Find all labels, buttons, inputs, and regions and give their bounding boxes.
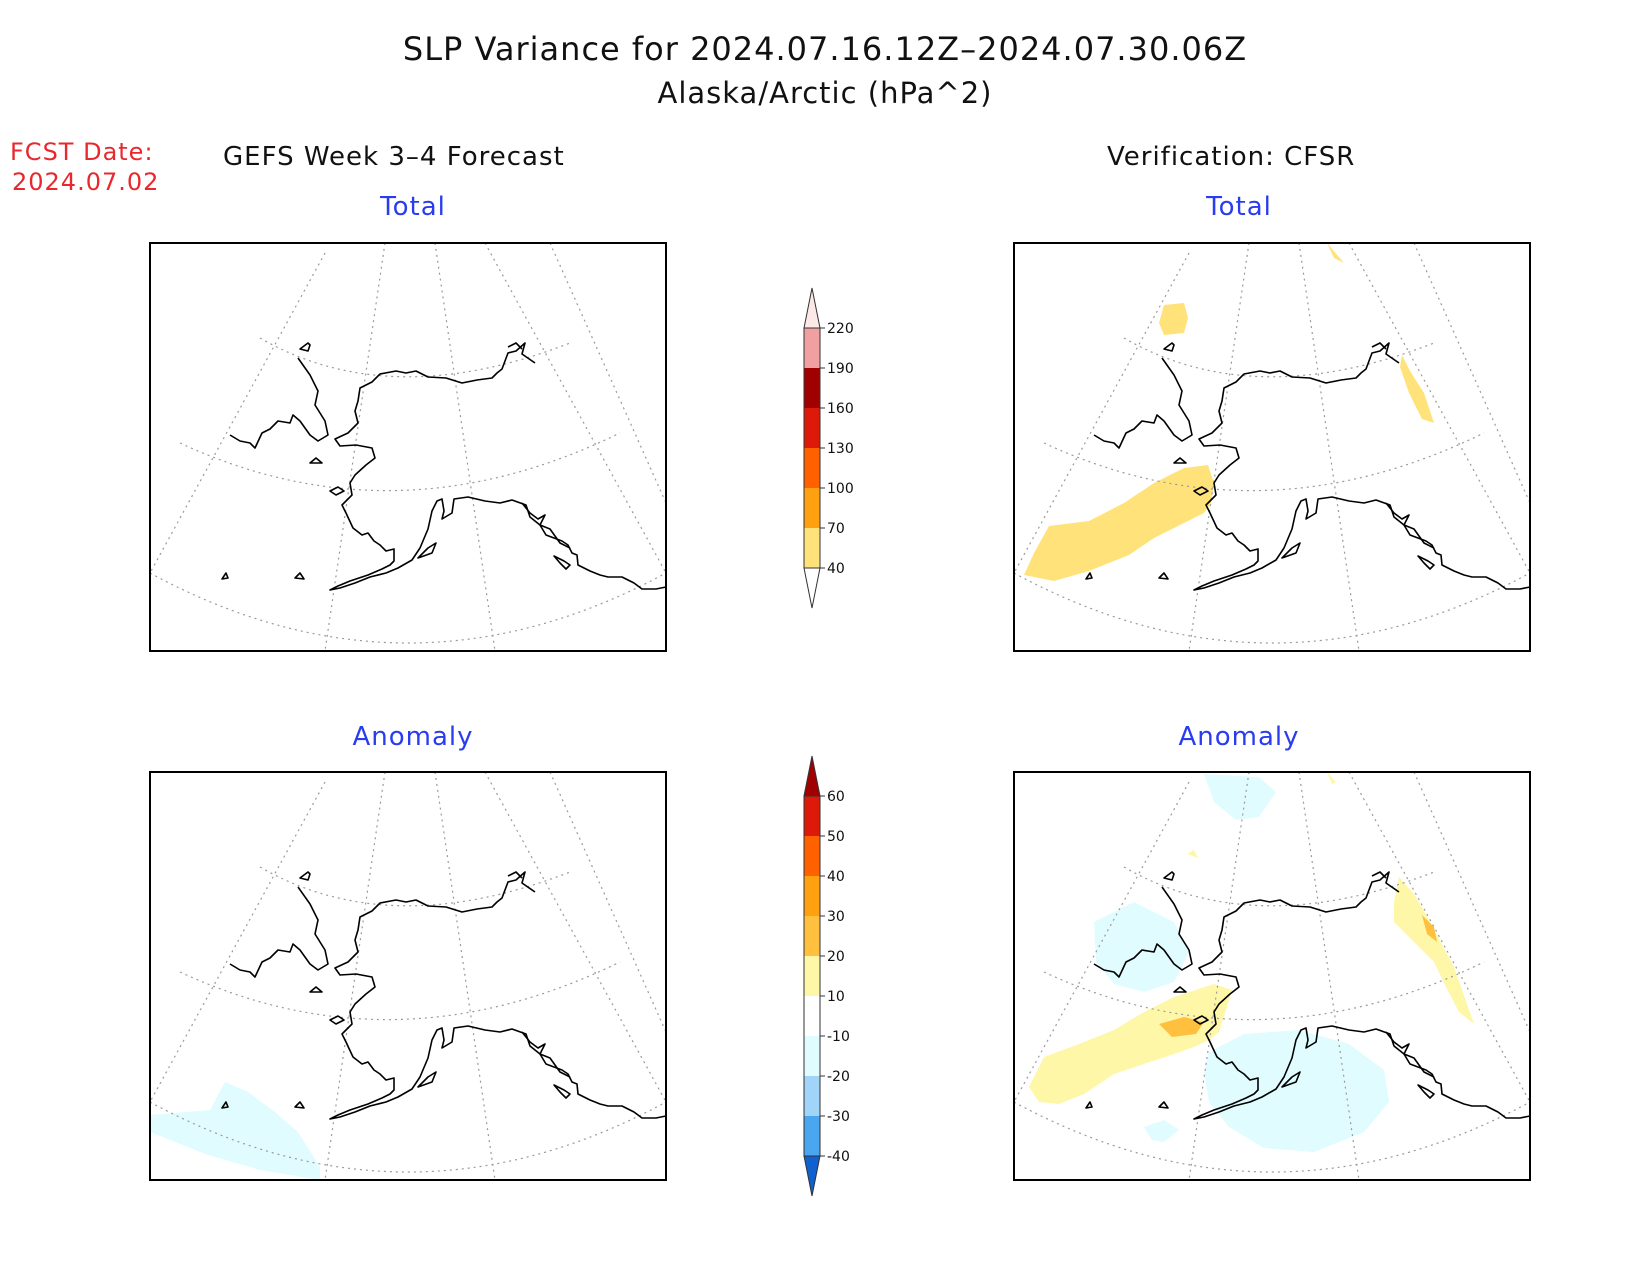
colorbar-anomaly-bin: [804, 796, 820, 836]
colorbar-anomaly-label: -30: [827, 1109, 850, 1125]
colorbar-total-bin: [804, 488, 820, 528]
colorbar-anomaly-bin: [804, 916, 820, 956]
colorbar-anomaly-bottom-tip: [803, 1155, 821, 1197]
colorbar-anomaly-label: 30: [827, 909, 845, 925]
colorbar-anomaly-bin: [804, 876, 820, 916]
colorbar-anomaly-bin: [804, 1036, 820, 1076]
colorbar-anomaly-label: 60: [827, 789, 845, 805]
panel-title-forecast-anomaly: Anomaly: [352, 722, 474, 752]
map-forecast-anomaly: [149, 771, 667, 1181]
figure-subtitle: Alaska/Arctic (hPa^2): [657, 76, 993, 110]
map-verification-total: [1013, 242, 1531, 652]
colorbar-total-label: 70: [827, 521, 845, 537]
map-forecast-total: [149, 242, 667, 652]
shading-anomaly-negative: [1094, 774, 1389, 1152]
colorbar-anomaly-label: -10: [827, 1029, 850, 1045]
colorbar-total-label: 160: [827, 401, 854, 417]
colorbar-anomaly-frame: [803, 795, 821, 1157]
colorbar-total-label: 190: [827, 361, 854, 377]
shading-total-40-70: [1024, 243, 1434, 581]
map-verification-anomaly: [1013, 771, 1531, 1181]
shading-anomaly-neg10-neg20: [150, 1082, 320, 1180]
colorbar-anomaly-label: -40: [827, 1149, 850, 1165]
colorbar-anomaly-label: -20: [827, 1069, 850, 1085]
colorbar-anomaly-bin: [804, 1116, 820, 1156]
panel-title-forecast-total: Total: [380, 192, 446, 222]
colorbar-anomaly-top-tip: [803, 755, 821, 797]
right-column-header: Verification: CFSR: [1107, 142, 1356, 172]
colorbar-total-top-tip: [803, 287, 821, 329]
colorbar-anomaly-label: 10: [827, 989, 845, 1005]
colorbar-total-label: 40: [827, 561, 845, 577]
panel-title-verification-total: Total: [1206, 192, 1272, 222]
colorbar-anomaly-bin: [804, 956, 820, 996]
colorbar-total-bottom-tip: [803, 567, 821, 609]
colorbar-total-bin: [804, 528, 820, 568]
fcst-date-label: FCST Date:: [10, 138, 154, 166]
figure-title: SLP Variance for 2024.07.16.12Z–2024.07.…: [402, 30, 1248, 68]
colorbar-anomaly-label: 20: [827, 949, 845, 965]
colorbar-anomaly-bin: [804, 996, 820, 1036]
colorbar-total-label: 100: [827, 481, 854, 497]
colorbar-total-bin: [804, 368, 820, 408]
colorbar-total: 220 190 160 130 100 70 40: [803, 287, 854, 609]
colorbar-anomaly-label: 50: [827, 829, 845, 845]
colorbar-total-label: 130: [827, 441, 854, 457]
colorbar-total-bin: [804, 328, 820, 368]
fcst-date-value: 2024.07.02: [12, 168, 160, 196]
colorbar-total-bin: [804, 448, 820, 488]
colorbar-anomaly: 60 50 40 30 20 10 -10 -20 -30 -40: [803, 755, 850, 1197]
panel-title-verification-anomaly: Anomaly: [1178, 722, 1300, 752]
colorbar-anomaly-bin: [804, 836, 820, 876]
left-column-header: GEFS Week 3–4 Forecast: [223, 142, 565, 172]
colorbar-anomaly-label: 40: [827, 869, 845, 885]
colorbar-anomaly-bin: [804, 1076, 820, 1116]
shading-anomaly-20-30: [1159, 915, 1437, 1037]
colorbar-total-bin: [804, 408, 820, 448]
colorbar-total-label: 220: [827, 321, 854, 337]
